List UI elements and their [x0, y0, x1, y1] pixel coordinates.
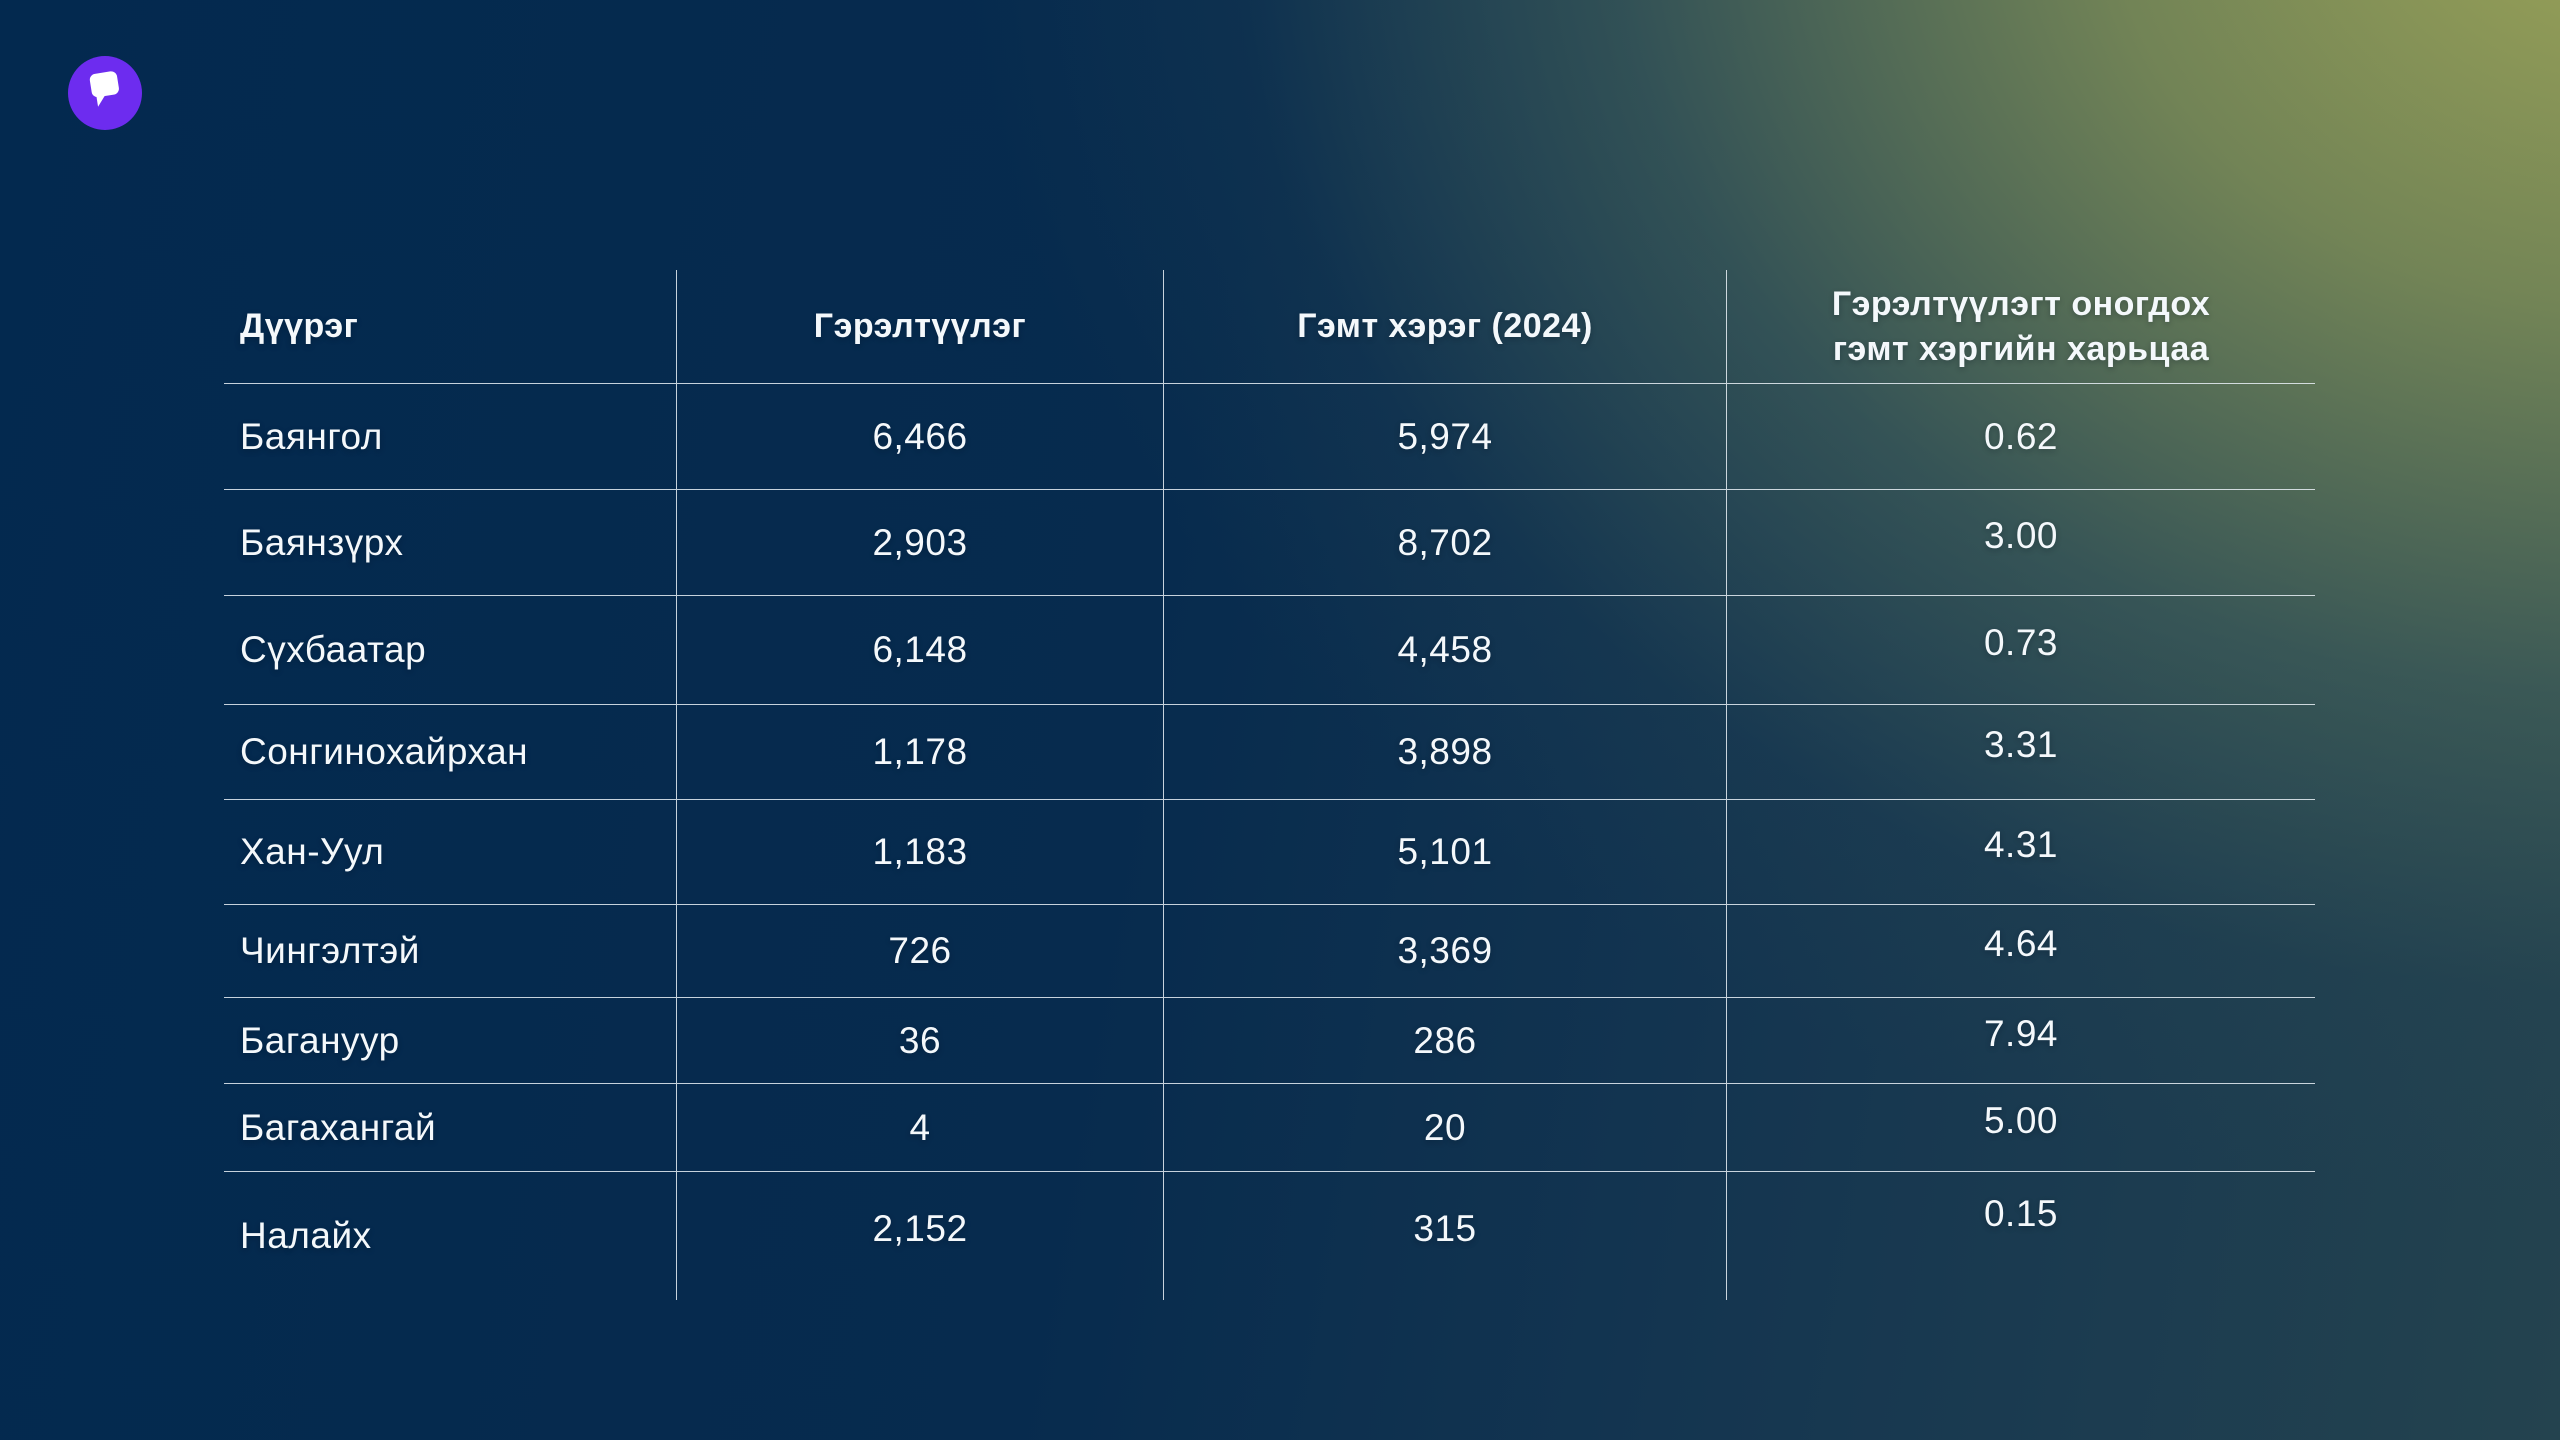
ratio-value: 0.15 — [1983, 1193, 2058, 1234]
cell-district: Чингэлтэй — [224, 905, 676, 998]
cell-ratio: 4.64 — [1726, 905, 2315, 998]
column-header-lighting: Гэрэлтүүлэг — [676, 270, 1163, 384]
cell-crime-count: 3,898 — [1163, 705, 1726, 800]
cell-crime-count: 8,702 — [1163, 490, 1726, 596]
crime-value: 20 — [1423, 1106, 1467, 1148]
column-header-ratio-label: Гэрэлтүүлэгт оногдох гэмт хэргийн харьца… — [1831, 285, 2211, 368]
lighting-value: 4 — [909, 1106, 931, 1148]
district-name: Баянгол — [240, 415, 383, 457]
cell-district: Багануур — [224, 998, 676, 1084]
cell-lighting-count: 1,183 — [676, 800, 1163, 905]
lighting-value: 6,148 — [872, 629, 968, 670]
app-logo — [68, 56, 142, 130]
cell-crime-count: 4,458 — [1163, 596, 1726, 705]
cell-ratio: 5.00 — [1726, 1084, 2315, 1172]
crime-value: 315 — [1413, 1208, 1477, 1249]
cell-ratio: 3.00 — [1726, 490, 2315, 596]
lighting-value: 36 — [898, 1019, 942, 1061]
lighting-value: 2,152 — [872, 1208, 968, 1249]
crime-value: 3,898 — [1397, 731, 1493, 772]
cell-ratio: 7.94 — [1726, 998, 2315, 1084]
ratio-value: 0.73 — [1983, 622, 2058, 663]
ratio-value: 3.00 — [1983, 514, 2058, 556]
crime-value: 286 — [1413, 1019, 1477, 1061]
cell-lighting-count: 2,152 — [676, 1172, 1163, 1300]
cell-district: Багахангай — [224, 1084, 676, 1172]
ratio-value: 3.31 — [1983, 724, 2058, 765]
chat-bubble-icon — [89, 71, 119, 107]
column-header-crime-lighting-ratio: Гэрэлтүүлэгт оногдох гэмт хэргийн харьца… — [1726, 270, 2315, 384]
cell-crime-count: 5,101 — [1163, 800, 1726, 905]
district-name: Чингэлтэй — [240, 930, 420, 971]
district-name: Баянзүрх — [240, 521, 404, 563]
lighting-value: 1,178 — [872, 731, 968, 772]
ratio-value: 7.94 — [1983, 1012, 2058, 1054]
cell-lighting-count: 6,466 — [676, 384, 1163, 490]
district-name: Сүхбаатар — [240, 629, 427, 670]
cell-crime-count: 3,369 — [1163, 905, 1726, 998]
cell-ratio: 0.15 — [1726, 1172, 2315, 1300]
cell-crime-count: 5,974 — [1163, 384, 1726, 490]
lighting-value: 2,903 — [872, 521, 968, 563]
cell-crime-count: 286 — [1163, 998, 1726, 1084]
lighting-value: 6,466 — [872, 415, 968, 457]
cell-district: Баянзүрх — [224, 490, 676, 596]
column-header-crimes-label: Гэмт хэрэг (2024) — [1297, 307, 1593, 345]
district-name: Налайх — [240, 1215, 372, 1256]
lighting-value: 1,183 — [872, 831, 968, 872]
column-header-lighting-label: Гэрэлтүүлэг — [813, 307, 1027, 345]
ratio-value: 0.62 — [1983, 415, 2058, 457]
cell-lighting-count: 6,148 — [676, 596, 1163, 705]
crime-value: 8,702 — [1397, 521, 1493, 563]
cell-ratio: 4.31 — [1726, 800, 2315, 905]
district-name: Багануур — [240, 1019, 400, 1061]
column-header-district-label: Дүүрэг — [240, 307, 359, 345]
crime-value: 5,101 — [1397, 831, 1493, 872]
cell-ratio: 0.62 — [1726, 384, 2315, 490]
cell-district: Баянгол — [224, 384, 676, 490]
district-lighting-crime-table: Дүүрэг Гэрэлтүүлэг Гэмт хэрэг (2024) Гэр… — [224, 270, 2315, 1300]
column-header-district: Дүүрэг — [224, 270, 676, 384]
cell-lighting-count: 4 — [676, 1084, 1163, 1172]
cell-lighting-count: 2,903 — [676, 490, 1163, 596]
crime-value: 5,974 — [1397, 415, 1493, 457]
cell-ratio: 3.31 — [1726, 705, 2315, 800]
district-name: Сонгинохайрхан — [240, 731, 529, 772]
cell-crime-count: 315 — [1163, 1172, 1726, 1300]
lighting-value: 726 — [888, 930, 952, 971]
ratio-value: 4.64 — [1983, 923, 2058, 964]
cell-crime-count: 20 — [1163, 1084, 1726, 1172]
crime-value: 4,458 — [1397, 629, 1493, 670]
cell-ratio: 0.73 — [1726, 596, 2315, 705]
cell-district: Хан-Уул — [224, 800, 676, 905]
cell-district: Сүхбаатар — [224, 596, 676, 705]
ratio-value: 4.31 — [1983, 824, 2058, 865]
district-name: Багахангай — [240, 1106, 437, 1148]
cell-district: Налайх — [224, 1172, 676, 1300]
cell-lighting-count: 1,178 — [676, 705, 1163, 800]
cell-lighting-count: 726 — [676, 905, 1163, 998]
ratio-value: 5.00 — [1983, 1099, 2058, 1141]
cell-district: Сонгинохайрхан — [224, 705, 676, 800]
cell-lighting-count: 36 — [676, 998, 1163, 1084]
column-header-crimes-2024: Гэмт хэрэг (2024) — [1163, 270, 1726, 384]
crime-value: 3,369 — [1397, 930, 1493, 971]
district-name: Хан-Уул — [240, 831, 385, 872]
